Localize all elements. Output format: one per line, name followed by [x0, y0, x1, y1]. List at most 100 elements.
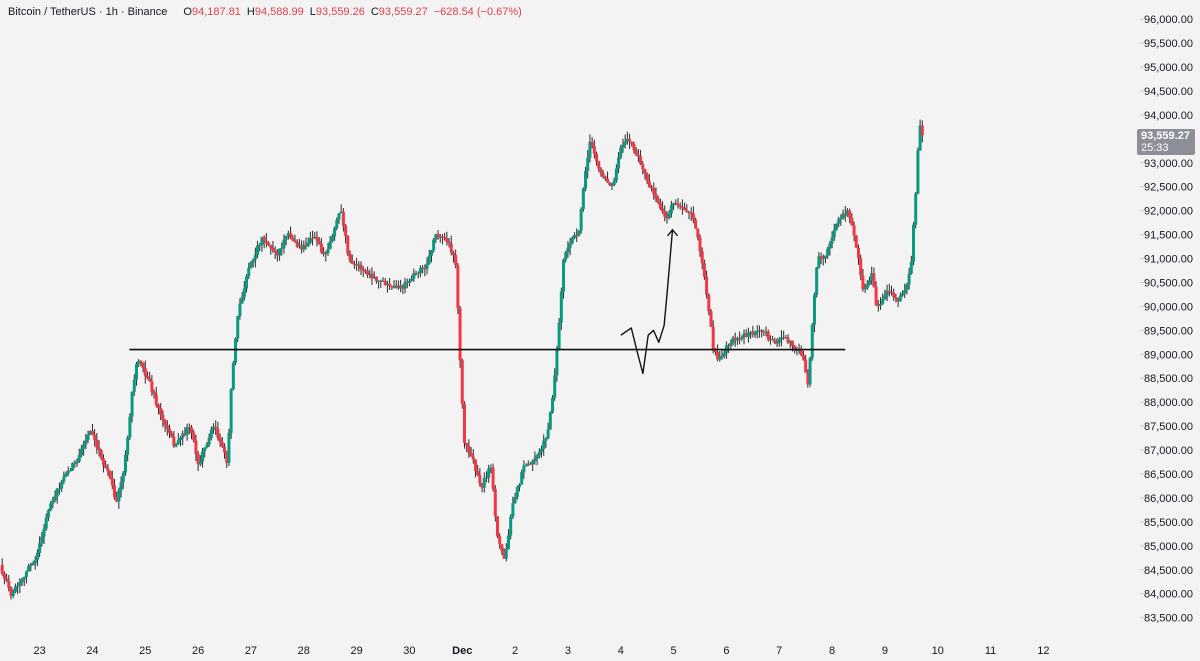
- candle: [445, 231, 449, 246]
- candle-body-up: [907, 273, 911, 285]
- candle-body-up: [898, 295, 902, 302]
- candle: [319, 238, 323, 255]
- candle: [506, 529, 510, 550]
- candle-body-down: [821, 258, 825, 260]
- candle: [806, 369, 810, 388]
- candle-body-down: [220, 442, 224, 447]
- candle-body-up: [260, 237, 264, 245]
- candle: [606, 171, 610, 183]
- candle: [610, 182, 614, 191]
- candle-body-down: [262, 237, 266, 241]
- price-tick-label: 88,500.00: [1144, 373, 1193, 385]
- candle: [834, 223, 838, 231]
- candle: [407, 278, 411, 287]
- candle-body-up: [755, 331, 759, 333]
- candle-body-down: [698, 237, 702, 252]
- candle-body-up: [258, 244, 262, 246]
- candle-body-up: [51, 500, 55, 504]
- candle: [843, 205, 847, 222]
- candle: [685, 204, 689, 213]
- candle-body-up: [410, 278, 414, 281]
- candle-body-up: [586, 157, 590, 171]
- candle: [733, 332, 737, 347]
- candle: [674, 199, 678, 206]
- candle: [848, 208, 852, 224]
- candle-body-up: [837, 218, 841, 224]
- candle-body-up: [757, 330, 761, 332]
- candle-body-up: [581, 188, 585, 210]
- candle-body-up: [207, 438, 211, 445]
- candle-body-down: [658, 202, 662, 209]
- candle: [249, 261, 253, 269]
- time-tick-label: 11: [985, 645, 996, 657]
- candle: [119, 476, 123, 498]
- projection-drawing[interactable]: [620, 229, 674, 375]
- close-label: C: [370, 6, 379, 18]
- candle: [280, 242, 284, 256]
- candle: [573, 232, 577, 240]
- candle-body-up: [768, 339, 772, 341]
- time-tick-label: 2: [512, 645, 518, 657]
- price-tick-label: 95,500.00: [1144, 38, 1193, 50]
- candle-body-up: [249, 262, 253, 268]
- price-tick-label: 90,000.00: [1144, 301, 1193, 313]
- candle-body-up: [247, 267, 251, 277]
- candle: [832, 223, 836, 241]
- candle-body-down: [273, 250, 277, 252]
- candle-body-up: [88, 431, 92, 436]
- candle-body-up: [212, 426, 216, 430]
- time-tick-label: 26: [192, 645, 204, 657]
- candle: [601, 170, 605, 179]
- candle-body-down: [852, 225, 856, 236]
- candle: [0, 558, 4, 576]
- candle-body-up: [432, 239, 436, 251]
- candle-body-up: [621, 144, 625, 148]
- candle-body-down: [709, 311, 713, 327]
- candle-body-up: [832, 229, 836, 238]
- candle-body-down: [344, 225, 348, 237]
- candle: [661, 201, 665, 214]
- candle-body-down: [819, 256, 823, 259]
- last-price-value: 93,559.27: [1141, 130, 1190, 142]
- candle: [330, 233, 334, 243]
- candle: [154, 386, 158, 408]
- candle-body-up: [27, 566, 31, 572]
- candle: [267, 241, 271, 247]
- candle: [595, 151, 599, 166]
- candle-body-down: [700, 251, 704, 264]
- candle: [212, 423, 216, 434]
- candle: [542, 434, 546, 456]
- candle-body-up: [308, 238, 312, 243]
- candle-body-up: [174, 444, 178, 447]
- candle-body-up: [903, 290, 907, 294]
- candle-body-up: [418, 268, 422, 274]
- candle-body-up: [533, 458, 537, 462]
- candle: [489, 464, 493, 474]
- candle-body-up: [720, 356, 724, 358]
- candle: [366, 266, 370, 279]
- candle: [101, 454, 105, 473]
- price-tick-label: 92,000.00: [1144, 206, 1193, 218]
- candle: [165, 420, 169, 436]
- candle: [110, 470, 114, 490]
- candle-body-down: [760, 330, 764, 332]
- price-tick-label: 87,000.00: [1144, 445, 1193, 457]
- candle-body-up: [812, 294, 816, 325]
- candle-body-up: [808, 358, 812, 385]
- candle: [740, 335, 744, 342]
- candle: [427, 249, 431, 265]
- candle-body-up: [229, 389, 233, 434]
- candle: [412, 268, 416, 282]
- candle-body-down: [300, 245, 304, 250]
- candle-body-up: [782, 337, 786, 339]
- candle: [553, 368, 557, 401]
- candle-body-up: [256, 245, 260, 255]
- candle-body-up: [18, 582, 22, 586]
- candle: [663, 205, 667, 222]
- candle: [295, 239, 299, 249]
- candle: [346, 235, 350, 256]
- candle: [405, 278, 409, 289]
- candle: [104, 460, 108, 469]
